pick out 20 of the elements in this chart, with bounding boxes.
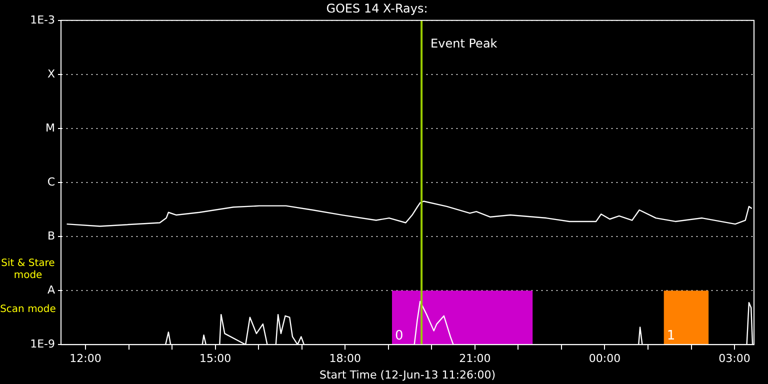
text: Scan mode [0, 304, 56, 316]
y-tick-label: 1E-9 [30, 337, 55, 350]
y-tick-label: A [47, 283, 56, 296]
ref-line-label: Event Peak [430, 36, 498, 51]
y-tick-label: M [46, 121, 55, 134]
x-tick-label: 03:00 [718, 352, 750, 366]
x-tick-label: 18:00 [329, 352, 361, 366]
y-tick-label: 1E-3 [30, 13, 55, 26]
band-label: 1 [666, 328, 676, 344]
y-tick-label: B [47, 229, 55, 242]
x-tick-label: 12:00 [70, 352, 102, 366]
text: Sit & Stare mode [1, 258, 55, 282]
x-axis-title: Start Time (12-Jun-13 11:26:00) [320, 368, 496, 382]
x-tick-label: 21:00 [459, 352, 491, 366]
y-tick-label: C [47, 175, 56, 188]
y-tick-label: X [47, 67, 56, 80]
x-tick-label: 15:00 [199, 352, 232, 366]
chart-title: GOES 14 X-Rays: [326, 1, 428, 16]
band-label: 0 [394, 328, 404, 344]
x-tick-label: 00:00 [588, 352, 621, 366]
